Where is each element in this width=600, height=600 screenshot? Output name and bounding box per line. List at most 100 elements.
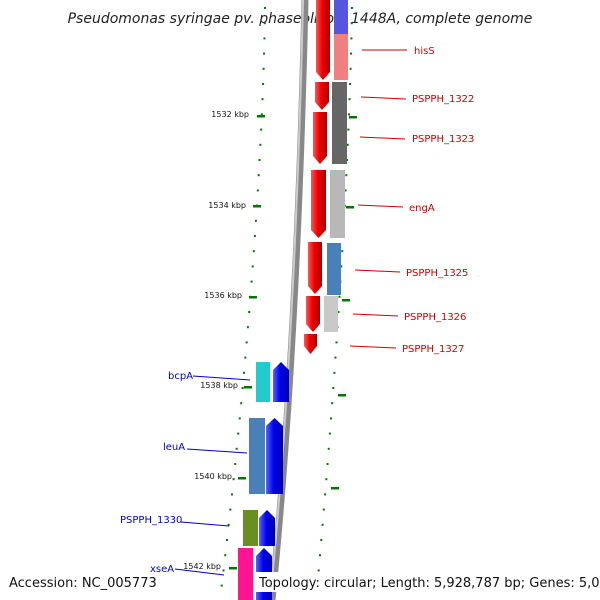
cog-box-xseA — [238, 548, 253, 600]
tick-inner — [227, 523, 230, 526]
tick-inner — [256, 189, 259, 192]
tick-inner — [225, 539, 228, 541]
scale-label-1534: 1534 kbp — [208, 201, 246, 210]
gene-label-bcpA[interactable]: bcpA — [168, 371, 193, 382]
tick-outer — [321, 523, 324, 526]
major-tick-outer — [342, 299, 350, 302]
tick-outer — [337, 311, 340, 313]
tick-inner — [260, 113, 263, 116]
tick-outer — [350, 37, 353, 40]
map-title: Pseudomonas syringae pv. phaseolicola 14… — [68, 11, 533, 27]
tick-outer — [332, 387, 335, 389]
tick-inner — [263, 7, 266, 9]
tick-outer — [331, 402, 334, 405]
cog-box-pspph-1325 — [327, 243, 341, 295]
tick-inner — [224, 554, 227, 557]
tick-inner — [241, 387, 244, 389]
tick-outer — [340, 265, 343, 268]
tick-outer — [326, 463, 329, 465]
tick-inner — [261, 98, 264, 101]
genome-summary-text: Topology: circular; Length: 5,928,787 bp… — [258, 576, 600, 591]
gene-labels-left: bcpA leuA PSPPH_1330 xseA — [120, 371, 251, 576]
major-tick-inner — [253, 205, 261, 208]
tick-inner — [245, 341, 248, 344]
scale-label-1538: 1538 kbp — [200, 381, 238, 390]
tick-inner — [254, 219, 257, 222]
tick-outer — [345, 174, 348, 177]
tick-outer — [322, 508, 325, 511]
tick-inner — [240, 402, 243, 405]
tick-outer — [341, 250, 344, 253]
tick-outer — [346, 143, 349, 146]
tick-inner — [257, 174, 260, 177]
scale-label-1540: 1540 kbp — [194, 472, 232, 481]
gene-label-leuA[interactable]: leuA — [163, 442, 185, 453]
tick-outer — [348, 113, 351, 116]
cog-box-pspph-1323 — [332, 82, 347, 164]
tick-inner — [237, 432, 240, 435]
tick-outer — [348, 98, 351, 101]
gene-label-xseA[interactable]: xseA — [150, 564, 174, 575]
gene-arrow-bcpA — [273, 362, 289, 402]
gene-arrow-pspph-1327 — [304, 334, 317, 354]
cog-box-hisS-top — [334, 0, 348, 34]
tick-outer — [327, 447, 330, 450]
gene-label-pspph-1322[interactable]: PSPPH_1322 — [412, 94, 474, 105]
tick-outer — [334, 356, 337, 359]
tick-inner — [262, 67, 265, 70]
gene-arrow-hisS — [316, 0, 330, 80]
gene-label-pspph-1326[interactable]: PSPPH_1326 — [404, 312, 466, 323]
tick-inner — [238, 417, 241, 420]
tick-outer — [344, 189, 347, 192]
gene-label-hisS[interactable]: hisS — [414, 46, 435, 57]
tick-outer — [324, 493, 327, 496]
tick-inner — [263, 52, 266, 55]
tick-outer — [317, 569, 320, 572]
major-tick-inner — [257, 115, 265, 118]
major-tick-inner — [229, 567, 237, 570]
accession-text: Accession: NC_005773 — [9, 576, 157, 591]
gene-labels-right: hisS PSPPH_1322 PSPPH_1323 engA PSPPH_13… — [349, 46, 474, 355]
scale-label-1532: 1532 kbp — [211, 110, 249, 119]
major-tick-outer — [338, 394, 346, 397]
cog-box-engA — [330, 170, 345, 238]
gene-arrow-leuA — [266, 418, 283, 494]
tick-outer — [350, 52, 353, 55]
cog-box-leuA — [249, 418, 265, 494]
tick-inner — [259, 143, 262, 146]
tick-outer — [328, 432, 331, 435]
genome-backbone — [268, 0, 309, 600]
tick-outer — [350, 22, 353, 25]
scale-label-1536: 1536 kbp — [204, 291, 242, 300]
tick-inner — [263, 37, 266, 40]
gene-label-pspph-1327[interactable]: PSPPH_1327 — [402, 344, 464, 355]
tick-inner — [250, 280, 253, 283]
gene-arrow-pspph-1323 — [313, 112, 327, 164]
tick-inner — [260, 128, 263, 131]
tick-outer — [338, 295, 341, 298]
gene-label-pspph-1325[interactable]: PSPPH_1325 — [406, 268, 468, 279]
tick-inner — [252, 250, 255, 253]
tick-inner — [230, 493, 233, 496]
footer-summary-backing — [255, 572, 600, 592]
tick-inner — [253, 235, 256, 237]
tick-outer — [318, 554, 321, 557]
tick-outer — [346, 159, 349, 161]
major-tick-outer — [331, 487, 339, 490]
gene-arrow-engA — [311, 170, 326, 238]
tick-inner — [251, 265, 254, 268]
gene-label-pspph-1323[interactable]: PSPPH_1323 — [412, 134, 474, 145]
tick-inner — [248, 311, 251, 313]
cog-box-pspph-1330 — [243, 510, 258, 546]
tick-outer — [333, 371, 336, 374]
tick-inner — [263, 22, 266, 25]
cog-box-hisS — [334, 34, 348, 80]
gene-arrow-pspph-1322 — [315, 82, 329, 110]
major-tick-inner — [249, 296, 257, 299]
tick-outer — [349, 67, 352, 70]
tick-outer — [349, 83, 352, 85]
gene-label-pspph-1330[interactable]: PSPPH_1330 — [120, 515, 182, 526]
gene-label-engA[interactable]: engA — [409, 203, 435, 214]
gene-arrow-pspph-1326 — [306, 296, 320, 332]
